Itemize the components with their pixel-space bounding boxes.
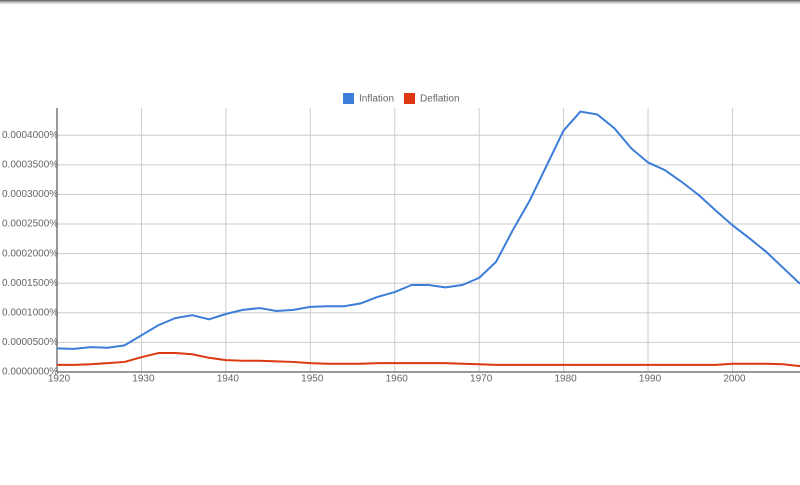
y-tick-label: 0.0001000% bbox=[2, 307, 58, 318]
x-tick-label: 1940 bbox=[217, 374, 240, 385]
legend-swatch bbox=[404, 93, 416, 104]
x-tick-label: 1930 bbox=[132, 374, 155, 385]
y-tick-label: 0.0003500% bbox=[2, 159, 58, 170]
x-tick-label: 1920 bbox=[48, 374, 71, 385]
x-tick-label: 1990 bbox=[639, 374, 662, 385]
legend-label: Deflation bbox=[420, 94, 459, 105]
y-tick-label: 0.0000500% bbox=[2, 337, 58, 348]
x-tick-label: 1960 bbox=[386, 374, 409, 385]
y-tick-label: 0.0001500% bbox=[2, 278, 58, 289]
y-tick-label: 0.0002500% bbox=[2, 219, 58, 230]
x-tick-label: 1980 bbox=[554, 374, 577, 385]
x-tick-label: 1950 bbox=[301, 374, 324, 385]
y-tick-label: 0.0004000% bbox=[2, 130, 58, 141]
y-tick-label: 0.0003000% bbox=[2, 189, 58, 200]
y-tick-label: 0.0002000% bbox=[2, 248, 58, 259]
line-series bbox=[56, 110, 800, 350]
legend-swatch bbox=[343, 93, 354, 104]
top-shadow bbox=[0, 0, 800, 6]
line-series bbox=[57, 352, 800, 368]
x-tick-label: 2000 bbox=[723, 374, 746, 385]
x-tick-label: 1970 bbox=[470, 374, 493, 385]
legend-label: Inflation bbox=[359, 94, 394, 105]
y-tick-label: 0.0000000% bbox=[2, 367, 58, 378]
